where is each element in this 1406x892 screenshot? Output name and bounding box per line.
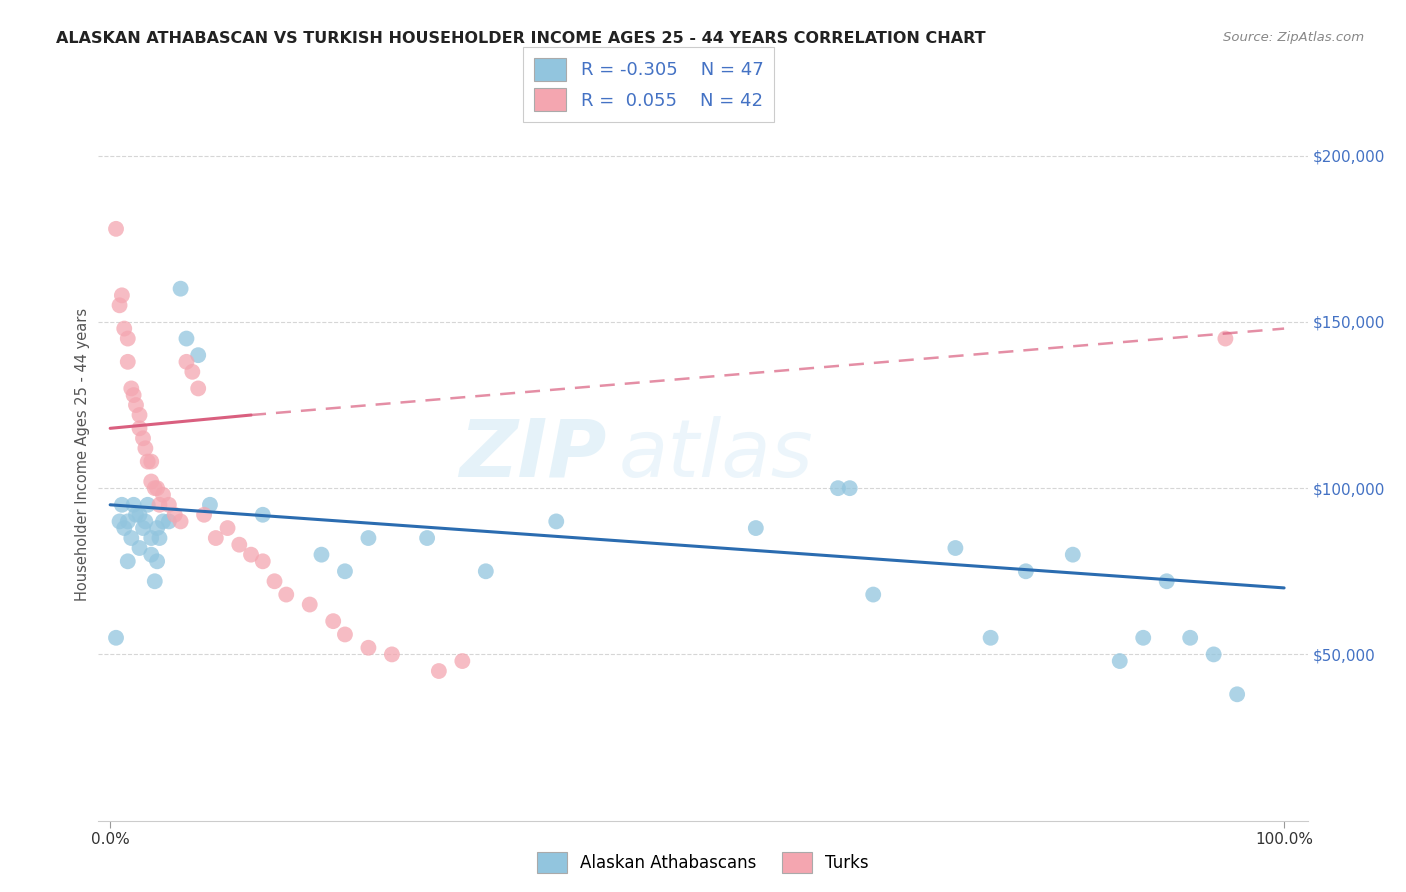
Point <box>132 521 155 535</box>
Point <box>152 515 174 529</box>
Y-axis label: Householder Income Ages 25 - 44 years: Householder Income Ages 25 - 44 years <box>75 309 90 601</box>
Point <box>263 574 285 589</box>
Point <box>125 508 148 522</box>
Point <box>122 498 145 512</box>
Point <box>311 548 333 562</box>
Point <box>1226 687 1249 701</box>
Point <box>128 421 150 435</box>
Point <box>204 531 226 545</box>
Point <box>980 631 1002 645</box>
Point <box>141 548 163 562</box>
Point <box>427 664 450 678</box>
Point <box>112 321 135 335</box>
Point <box>146 481 169 495</box>
Point <box>152 488 174 502</box>
Point <box>134 515 156 529</box>
Point <box>128 408 150 422</box>
Point <box>357 531 380 545</box>
Point <box>252 554 274 568</box>
Point <box>146 521 169 535</box>
Legend: Alaskan Athabascans, Turks: Alaskan Athabascans, Turks <box>530 846 876 880</box>
Point <box>546 515 568 529</box>
Point <box>451 654 474 668</box>
Point <box>333 564 356 578</box>
Point <box>163 508 186 522</box>
Point <box>141 454 163 468</box>
Point <box>862 588 884 602</box>
Point <box>128 541 150 555</box>
Point <box>122 388 145 402</box>
Point <box>141 475 163 489</box>
Point <box>176 332 198 346</box>
Point <box>143 574 166 589</box>
Point <box>157 515 180 529</box>
Point <box>1215 332 1237 346</box>
Point <box>298 598 321 612</box>
Point <box>141 531 163 545</box>
Point <box>117 554 139 568</box>
Point <box>1015 564 1038 578</box>
Point <box>322 614 344 628</box>
Point <box>169 282 191 296</box>
Point <box>381 648 404 662</box>
Point <box>117 332 139 346</box>
Point <box>357 640 380 655</box>
Point <box>128 508 150 522</box>
Point <box>157 498 180 512</box>
Point <box>111 498 134 512</box>
Point <box>148 498 170 512</box>
Point <box>111 288 134 302</box>
Point <box>228 538 250 552</box>
Point <box>1156 574 1178 589</box>
Text: ALASKAN ATHABASCAN VS TURKISH HOUSEHOLDER INCOME AGES 25 - 44 YEARS CORRELATION : ALASKAN ATHABASCAN VS TURKISH HOUSEHOLDE… <box>56 31 986 46</box>
Text: atlas: atlas <box>619 416 813 494</box>
Point <box>105 631 128 645</box>
Point <box>134 442 156 456</box>
Point <box>108 515 131 529</box>
Point <box>745 521 768 535</box>
Point <box>838 481 860 495</box>
Point <box>333 627 356 641</box>
Point <box>187 381 209 395</box>
Point <box>1062 548 1084 562</box>
Text: Source: ZipAtlas.com: Source: ZipAtlas.com <box>1223 31 1364 45</box>
Point <box>827 481 849 495</box>
Point <box>125 398 148 412</box>
Point <box>475 564 498 578</box>
Text: ZIP: ZIP <box>458 416 606 494</box>
Point <box>1132 631 1154 645</box>
Point <box>181 365 204 379</box>
Point <box>120 531 142 545</box>
Point <box>120 381 142 395</box>
Point <box>276 588 298 602</box>
Point <box>143 481 166 495</box>
Point <box>945 541 967 555</box>
Point <box>1108 654 1130 668</box>
Point <box>1202 648 1225 662</box>
Point <box>217 521 239 535</box>
Point <box>117 355 139 369</box>
Point <box>108 298 131 312</box>
Point <box>169 515 191 529</box>
Point <box>240 548 263 562</box>
Point <box>176 355 198 369</box>
Point <box>136 454 159 468</box>
Point <box>1180 631 1202 645</box>
Point <box>193 508 215 522</box>
Point <box>132 431 155 445</box>
Point <box>105 222 128 236</box>
Point <box>146 554 169 568</box>
Point <box>136 498 159 512</box>
Point <box>117 515 139 529</box>
Point <box>148 531 170 545</box>
Point <box>252 508 274 522</box>
Point <box>198 498 221 512</box>
Legend: R = -0.305    N = 47, R =  0.055    N = 42: R = -0.305 N = 47, R = 0.055 N = 42 <box>523 47 775 122</box>
Point <box>187 348 209 362</box>
Point <box>112 521 135 535</box>
Point <box>416 531 439 545</box>
